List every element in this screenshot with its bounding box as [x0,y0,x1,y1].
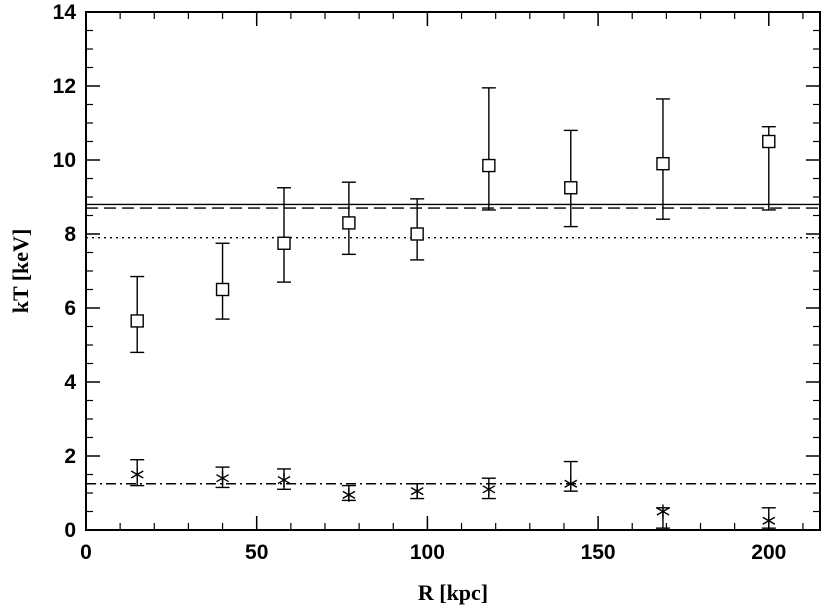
x-tick-label: 150 [581,541,616,564]
y-axis-title: kT [keV] [8,229,33,314]
axis-ticks: 0 50 100 150 200 0 2 4 6 8 10 12 14 [53,1,820,564]
data-point-square [130,314,144,328]
asterisk-stroke [410,487,424,496]
asterisk-stroke [482,485,496,494]
asterisk-stroke [564,479,578,488]
y-tick-label: 0 [64,519,76,542]
data-point-asterisk [656,504,670,519]
x-tick-label: 200 [751,541,786,564]
x-tick-label: 50 [245,541,268,564]
x-tick-label: 100 [410,541,445,564]
data-point-square [277,236,291,250]
data-point-asterisk [216,471,229,486]
asterisk-stroke [130,470,144,479]
data-point-square [342,216,356,230]
data-point-asterisk [277,473,291,488]
y-tick-label: 2 [64,445,76,468]
plot-frame [85,11,821,531]
data-point-asterisk [482,482,496,497]
asterisk-stroke [277,475,291,485]
y-tick-label: 8 [64,223,76,246]
x-axis-title: R [kpc] [418,580,488,605]
data-point-asterisk [762,513,776,528]
data-point-asterisk [342,487,356,502]
data-point-square [215,282,230,297]
data-point-asterisk [410,484,424,499]
data-point-square [564,181,578,195]
y-tick-label: 10 [53,149,76,172]
data-marks [130,87,776,529]
data-point-asterisk [564,476,578,491]
data-point-square [762,134,776,149]
data-point-square [656,156,670,171]
reference-lines [86,203,820,485]
asterisk-stroke [342,490,356,499]
y-tick-label: 14 [53,1,77,24]
y-tick-label: 6 [64,297,76,320]
y-tick-label: 12 [53,75,76,98]
data-point-asterisk [130,467,144,482]
asterisk-stroke [762,516,776,525]
y-tick-label: 4 [64,371,76,394]
asterisk-stroke [216,474,229,483]
asterisk-stroke [656,507,670,516]
data-point-square [410,227,424,241]
data-point-square [482,158,496,173]
x-tick-label: 0 [80,541,92,564]
